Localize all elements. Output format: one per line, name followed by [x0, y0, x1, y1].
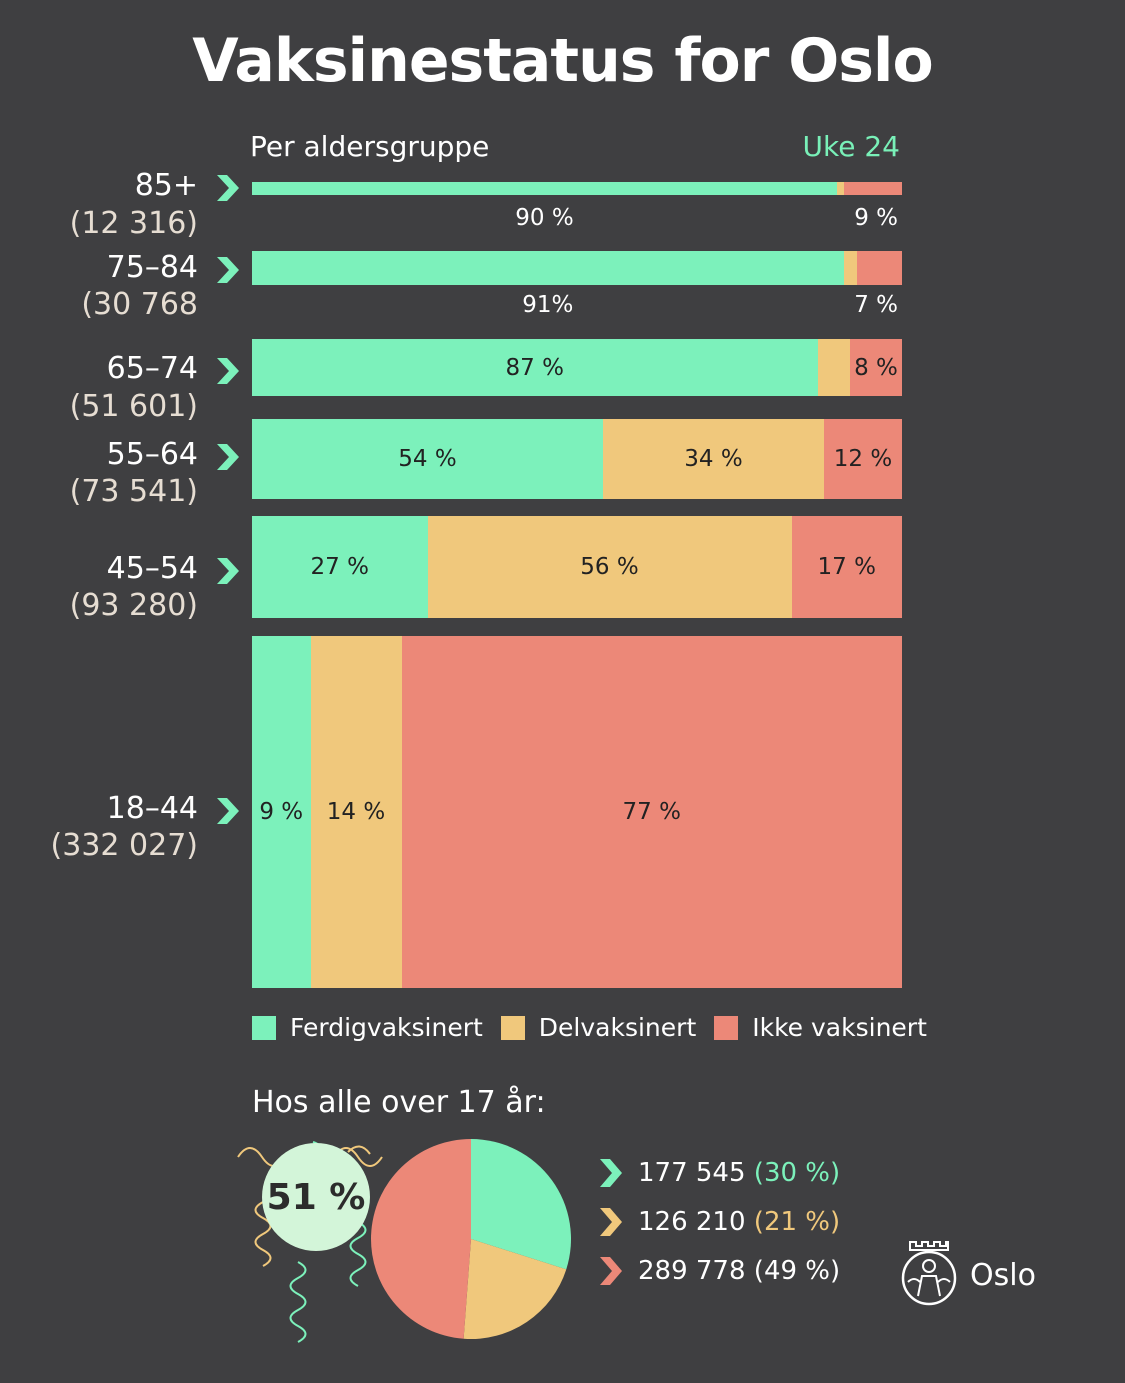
bar-segment-full: 87 % — [252, 339, 818, 396]
data-label-none: 8 % — [854, 354, 898, 381]
bar-segment-full — [252, 182, 837, 195]
stat-percent-full: (30 %) — [753, 1158, 841, 1188]
legend-label-full: Ferdigvaksinert — [290, 1013, 483, 1042]
stat-value-partial: 126 210 — [638, 1207, 746, 1237]
stacked-bar — [252, 251, 902, 285]
data-label-partial: 56 % — [580, 554, 639, 580]
stacked-bar: 54 % 34 % 12 % — [252, 419, 902, 499]
age-group-label: 75–84 — [106, 250, 198, 285]
data-label-none: 12 % — [833, 446, 893, 472]
arrow-icon — [217, 444, 239, 470]
bar-segment-partial — [817, 339, 850, 396]
age-group-label: 45–54 — [106, 551, 198, 586]
legend-item-full: Ferdigvaksinert — [252, 1013, 483, 1042]
data-label-none: 7 % — [854, 292, 898, 318]
legend-swatch-full — [252, 1015, 276, 1040]
legend-swatch-none — [714, 1015, 739, 1040]
week-label: Uke 24 — [802, 130, 900, 163]
highlight-bubble: 51 % — [262, 1143, 370, 1251]
bar-segment-partial: 14 % — [310, 636, 402, 988]
oslo-logo-text: Oslo — [970, 1258, 1036, 1293]
bar-segment-none: 8 % — [850, 339, 902, 396]
data-label-full: 54 % — [398, 446, 457, 472]
bar-segment-none: 17 % — [791, 516, 902, 618]
legend-label-none: Ikke vaksinert — [752, 1013, 927, 1042]
data-label-full: 27 % — [310, 554, 369, 580]
bar-segment-full: 27 % — [252, 516, 428, 618]
bar-segment-none — [856, 251, 902, 285]
bar-segment-none — [843, 182, 902, 195]
arrow-icon — [217, 257, 239, 283]
age-group-count: (30 768 — [81, 287, 198, 322]
stat-value-full: 177 545 — [638, 1158, 746, 1188]
age-group-count: (12 316) — [69, 206, 198, 241]
data-label-full: 91% — [522, 292, 574, 318]
stat-percent-none: (49 %) — [753, 1256, 841, 1286]
arrow-icon — [217, 558, 239, 584]
arrow-icon — [600, 1257, 622, 1285]
bar-segment-partial: 56 % — [427, 516, 792, 618]
age-group-label: 65–74 — [106, 351, 198, 386]
pie-slice-none — [371, 1139, 471, 1339]
age-group-label: 18–44 — [106, 791, 198, 826]
legend-label-partial: Delvaksinert — [538, 1013, 697, 1042]
data-label-partial: 34 % — [684, 446, 743, 472]
legend-item-none: Ikke vaksinert — [714, 1013, 927, 1042]
arrow-icon — [217, 358, 239, 384]
oslo-logo-icon — [901, 1241, 957, 1306]
age-group-label: 55–64 — [106, 437, 198, 472]
bar-segment-partial: 34 % — [603, 419, 824, 499]
age-group-count: (73 541) — [69, 474, 198, 509]
bar-segment-full: 54 % — [252, 419, 603, 499]
pie-slice-partial — [463, 1239, 567, 1339]
pie-chart — [371, 1139, 571, 1339]
age-group-count: (93 280) — [69, 588, 198, 623]
page-title: Vaksinestatus for Oslo — [192, 26, 933, 96]
bar-segment-none: 12 % — [824, 419, 902, 499]
bar-segment-full: 9 % — [252, 636, 311, 988]
stat-row-partial: 126 210 (21 %) — [600, 1207, 840, 1237]
data-label-full: 87 % — [505, 354, 564, 381]
stat-row-full: 177 545 (30 %) — [600, 1158, 840, 1188]
stat-row-none: 289 778 (49 %) — [600, 1256, 840, 1286]
data-label-none: 17 % — [817, 554, 876, 580]
bar-segment-partial — [843, 251, 857, 285]
legend-item-partial: Delvaksinert — [500, 1013, 697, 1042]
stacked-bar: 9 % 14 % 77 % — [252, 636, 902, 988]
stat-percent-partial: (21 %) — [753, 1207, 841, 1237]
age-group-count: (332 027) — [50, 828, 198, 863]
legend-swatch-partial — [500, 1015, 525, 1040]
stacked-bar — [252, 182, 902, 195]
age-group-label: 85+ — [134, 168, 198, 203]
stat-value-none: 289 778 — [638, 1256, 746, 1286]
data-label-full: 9 % — [259, 799, 304, 825]
arrow-icon — [217, 798, 239, 824]
arrow-icon — [600, 1208, 622, 1236]
stacked-bar: 27 % 56 % 17 % — [252, 516, 902, 618]
data-label-none: 77 % — [622, 799, 681, 825]
chart-subtitle: Per aldersgruppe — [250, 130, 490, 163]
data-label-full: 90 % — [515, 205, 574, 231]
age-group-count: (51 601) — [69, 389, 198, 424]
data-label-partial: 14 % — [326, 799, 386, 825]
pie-slice-full — [471, 1139, 571, 1270]
bar-segment-full — [252, 251, 844, 285]
stacked-bar: 87 % 8 % — [252, 339, 902, 396]
arrow-icon — [217, 175, 239, 201]
pie-title: Hos alle over 17 år: — [252, 1085, 546, 1120]
arrow-icon — [600, 1159, 622, 1187]
bar-segment-none: 77 % — [401, 636, 902, 988]
legend: Ferdigvaksinert Delvaksinert Ikke vaksin… — [252, 1013, 945, 1042]
data-label-none: 9 % — [854, 205, 898, 231]
bar-segment-partial — [837, 182, 844, 195]
